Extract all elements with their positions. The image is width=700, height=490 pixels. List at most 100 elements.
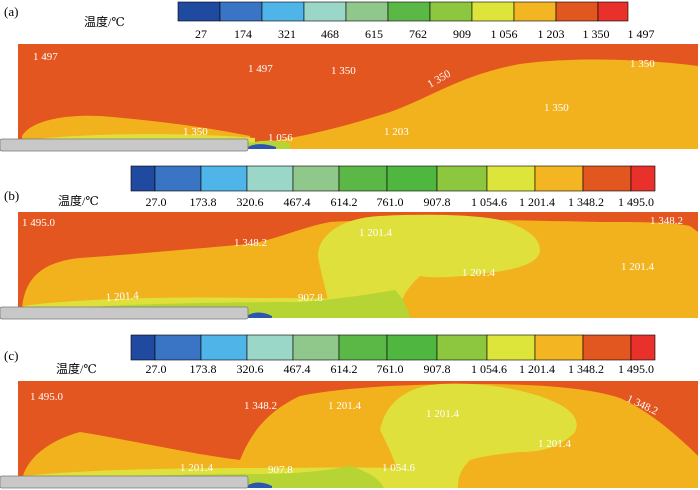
panel-c-contour-field: 1 495.0 1 348.2 1 201.4 1 201.4 1 348.2 … (0, 381, 698, 489)
colorbar-a-tick: 1 497 (628, 27, 655, 41)
panel-a-colorbar: 27 174 321 468 615 762 909 1 056 1 203 1… (177, 1, 655, 41)
panel-b-contour-field: 1 495.0 1 348.2 1 201.4 1 348.2 1 201.4 … (0, 212, 698, 320)
colorbar-a-swatch-6 (387, 1, 431, 22)
panel-a-contour-field: 1 497 1 497 1 350 1 350 1 350 1 350 1 35… (0, 44, 698, 152)
contour-label-c: 1 201.4 (180, 462, 214, 474)
contour-label-c: 1 201.4 (538, 438, 572, 450)
contour-label-c: 1 201.4 (426, 408, 460, 420)
colorbar-a-tick: 762 (409, 27, 427, 41)
pipe-shape (0, 306, 249, 320)
pipe-shape (0, 138, 249, 152)
panel-c: (c) 温度/℃ 27.0 173.8 320.6 467.4 614.2 76… (0, 334, 698, 489)
contour-label-c: 1 495.0 (30, 391, 64, 403)
colorbar-a-swatch-11 (597, 1, 629, 22)
colorbar-b-tick: 467.4 (284, 195, 311, 209)
colorbar-swatch (582, 334, 632, 361)
colorbar-a-tick: 615 (365, 27, 383, 41)
contour-label-c: 1 201.4 (328, 400, 362, 412)
contour-label-a: 1 350 (630, 58, 655, 70)
colorbar-swatch (534, 334, 584, 361)
contour-region (244, 482, 272, 488)
colorbar-c-tick: 467.4 (284, 362, 311, 376)
colorbar-swatch (246, 165, 294, 192)
panel-c-label: (c) (4, 348, 18, 363)
panel-c-legend-title: 温度/℃ (56, 361, 97, 376)
contour-label-b: 907.8 (298, 292, 323, 304)
colorbar-a-swatch-3 (261, 1, 305, 22)
colorbar-a-swatch-7 (429, 1, 473, 22)
colorbar-a-swatch-2 (219, 1, 263, 22)
colorbar-swatch (386, 334, 438, 361)
colorbar-c-tick: 1 348.2 (568, 362, 604, 376)
colorbar-c-tick: 1 054.6 (471, 362, 507, 376)
contour-region (318, 214, 540, 318)
colorbar-swatch (200, 334, 248, 361)
colorbar-swatch (386, 165, 438, 192)
contour-label-c: 907.8 (268, 464, 293, 476)
panel-c-colorbar: 27.0 173.8 320.6 467.4 614.2 761.0 907.8… (130, 334, 656, 376)
contour-label-a: 1 350 (183, 126, 208, 138)
colorbar-swatch (292, 334, 340, 361)
colorbar-a-swatch-5 (345, 1, 389, 22)
colorbar-b-tick: 1 054.6 (471, 195, 507, 209)
panel-a-legend-title: 温度/℃ (84, 14, 125, 29)
colorbar-a-tick: 174 (234, 27, 252, 41)
contour-label-c: 1 348.2 (244, 400, 277, 412)
colorbar-b-tick: 1 495.0 (618, 195, 654, 209)
colorbar-a-tick: 321 (278, 27, 296, 41)
colorbar-swatch (292, 165, 340, 192)
colorbar-c-tick: 1 201.4 (519, 362, 555, 376)
panel-b: (b) 温度/℃ 27.0 173.8 320.6 467.4 614.2 76… (0, 165, 698, 320)
colorbar-a-swatch-8 (471, 1, 515, 22)
colorbar-swatch (154, 334, 202, 361)
colorbar-a-tick: 1 350 (583, 27, 610, 41)
colorbar-a-swatch-9 (513, 1, 557, 22)
colorbar-c-tick: 27.0 (146, 362, 167, 376)
contour-label-b: 1 495.0 (22, 217, 56, 229)
colorbar-swatch (486, 165, 536, 192)
panel-a-label: (a) (4, 4, 18, 19)
contour-label-b: 1 201.4 (359, 227, 393, 239)
colorbar-a-swatch-4 (303, 1, 347, 22)
contour-label-b: 1 201.4 (621, 261, 655, 273)
colorbar-a-tick: 909 (453, 27, 471, 41)
colorbar-b-tick: 614.2 (331, 195, 358, 209)
colorbar-c-tick: 1 495.0 (618, 362, 654, 376)
contour-region (244, 312, 272, 318)
contour-label-b: 1 201.4 (462, 267, 496, 279)
pipe-shape (0, 475, 249, 489)
colorbar-c-tick: 614.2 (331, 362, 358, 376)
colorbar-b-tick: 320.6 (237, 195, 264, 209)
colorbar-a-tick: 468 (321, 27, 339, 41)
contour-label-a: 1 497 (248, 63, 273, 75)
colorbar-swatch (436, 165, 488, 192)
colorbar-swatch (154, 165, 202, 192)
contour-label-a: 1 056 (268, 132, 293, 144)
colorbar-a-swatch-10 (555, 1, 599, 22)
colorbar-swatch (338, 165, 388, 192)
contour-label-b: 1 348.2 (650, 215, 683, 227)
colorbar-swatch (630, 165, 656, 192)
colorbar-c-tick: 320.6 (237, 362, 264, 376)
contour-label-c: 1 054.6 (382, 462, 416, 474)
contour-region (380, 383, 577, 488)
colorbar-c-tick: 761.0 (377, 362, 404, 376)
panel-b-label: (b) (4, 188, 19, 203)
contour-label-a: 1 497 (33, 51, 58, 63)
contour-label-a: 1 350 (544, 102, 569, 114)
colorbar-swatch (534, 165, 584, 192)
panel-b-colorbar: 27.0 173.8 320.6 467.4 614.2 761.0 907.8… (130, 165, 656, 209)
contour-label-b: 1 348.2 (234, 237, 267, 249)
colorbar-b-tick: 907.8 (424, 195, 451, 209)
colorbar-b-tick: 1 201.4 (519, 195, 555, 209)
colorbar-a-tick: 27 (195, 27, 207, 41)
colorbar-a-tick: 1 203 (538, 27, 565, 41)
contour-label-a: 1 350 (331, 65, 356, 77)
colorbar-b-tick: 27.0 (146, 195, 167, 209)
colorbar-b-tick: 761.0 (377, 195, 404, 209)
colorbar-swatch (200, 165, 248, 192)
colorbar-swatch (246, 334, 294, 361)
colorbar-c-tick: 173.8 (190, 362, 217, 376)
contour-label-a: 1 203 (384, 126, 409, 138)
